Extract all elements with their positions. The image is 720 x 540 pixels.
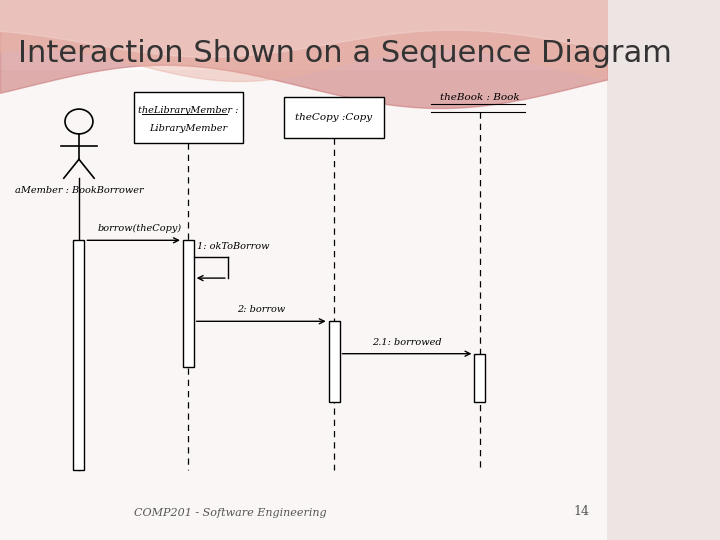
Text: 2: borrow: 2: borrow xyxy=(237,305,285,314)
Bar xyxy=(183,240,194,367)
Bar xyxy=(134,92,243,143)
Text: theLibraryMember :: theLibraryMember : xyxy=(138,106,238,114)
Text: COMP201 - Software Engineering: COMP201 - Software Engineering xyxy=(135,508,327,518)
Text: theBook : Book: theBook : Book xyxy=(440,93,520,102)
Bar xyxy=(0,70,608,540)
Text: aMember : BookBorrower: aMember : BookBorrower xyxy=(14,186,143,195)
Bar xyxy=(284,97,384,138)
Text: 1: okToBorrow: 1: okToBorrow xyxy=(197,242,269,251)
Text: borrow(theCopy): borrow(theCopy) xyxy=(98,224,181,233)
Bar xyxy=(474,354,485,402)
Text: 14: 14 xyxy=(573,505,589,518)
Text: Interaction Shown on a Sequence Diagram: Interaction Shown on a Sequence Diagram xyxy=(18,38,672,68)
Text: theCopy :Copy: theCopy :Copy xyxy=(295,113,373,122)
Text: 2.1: borrowed: 2.1: borrowed xyxy=(372,338,442,347)
Text: LibraryMember: LibraryMember xyxy=(149,124,228,133)
Bar xyxy=(328,321,340,402)
Bar xyxy=(73,240,84,470)
